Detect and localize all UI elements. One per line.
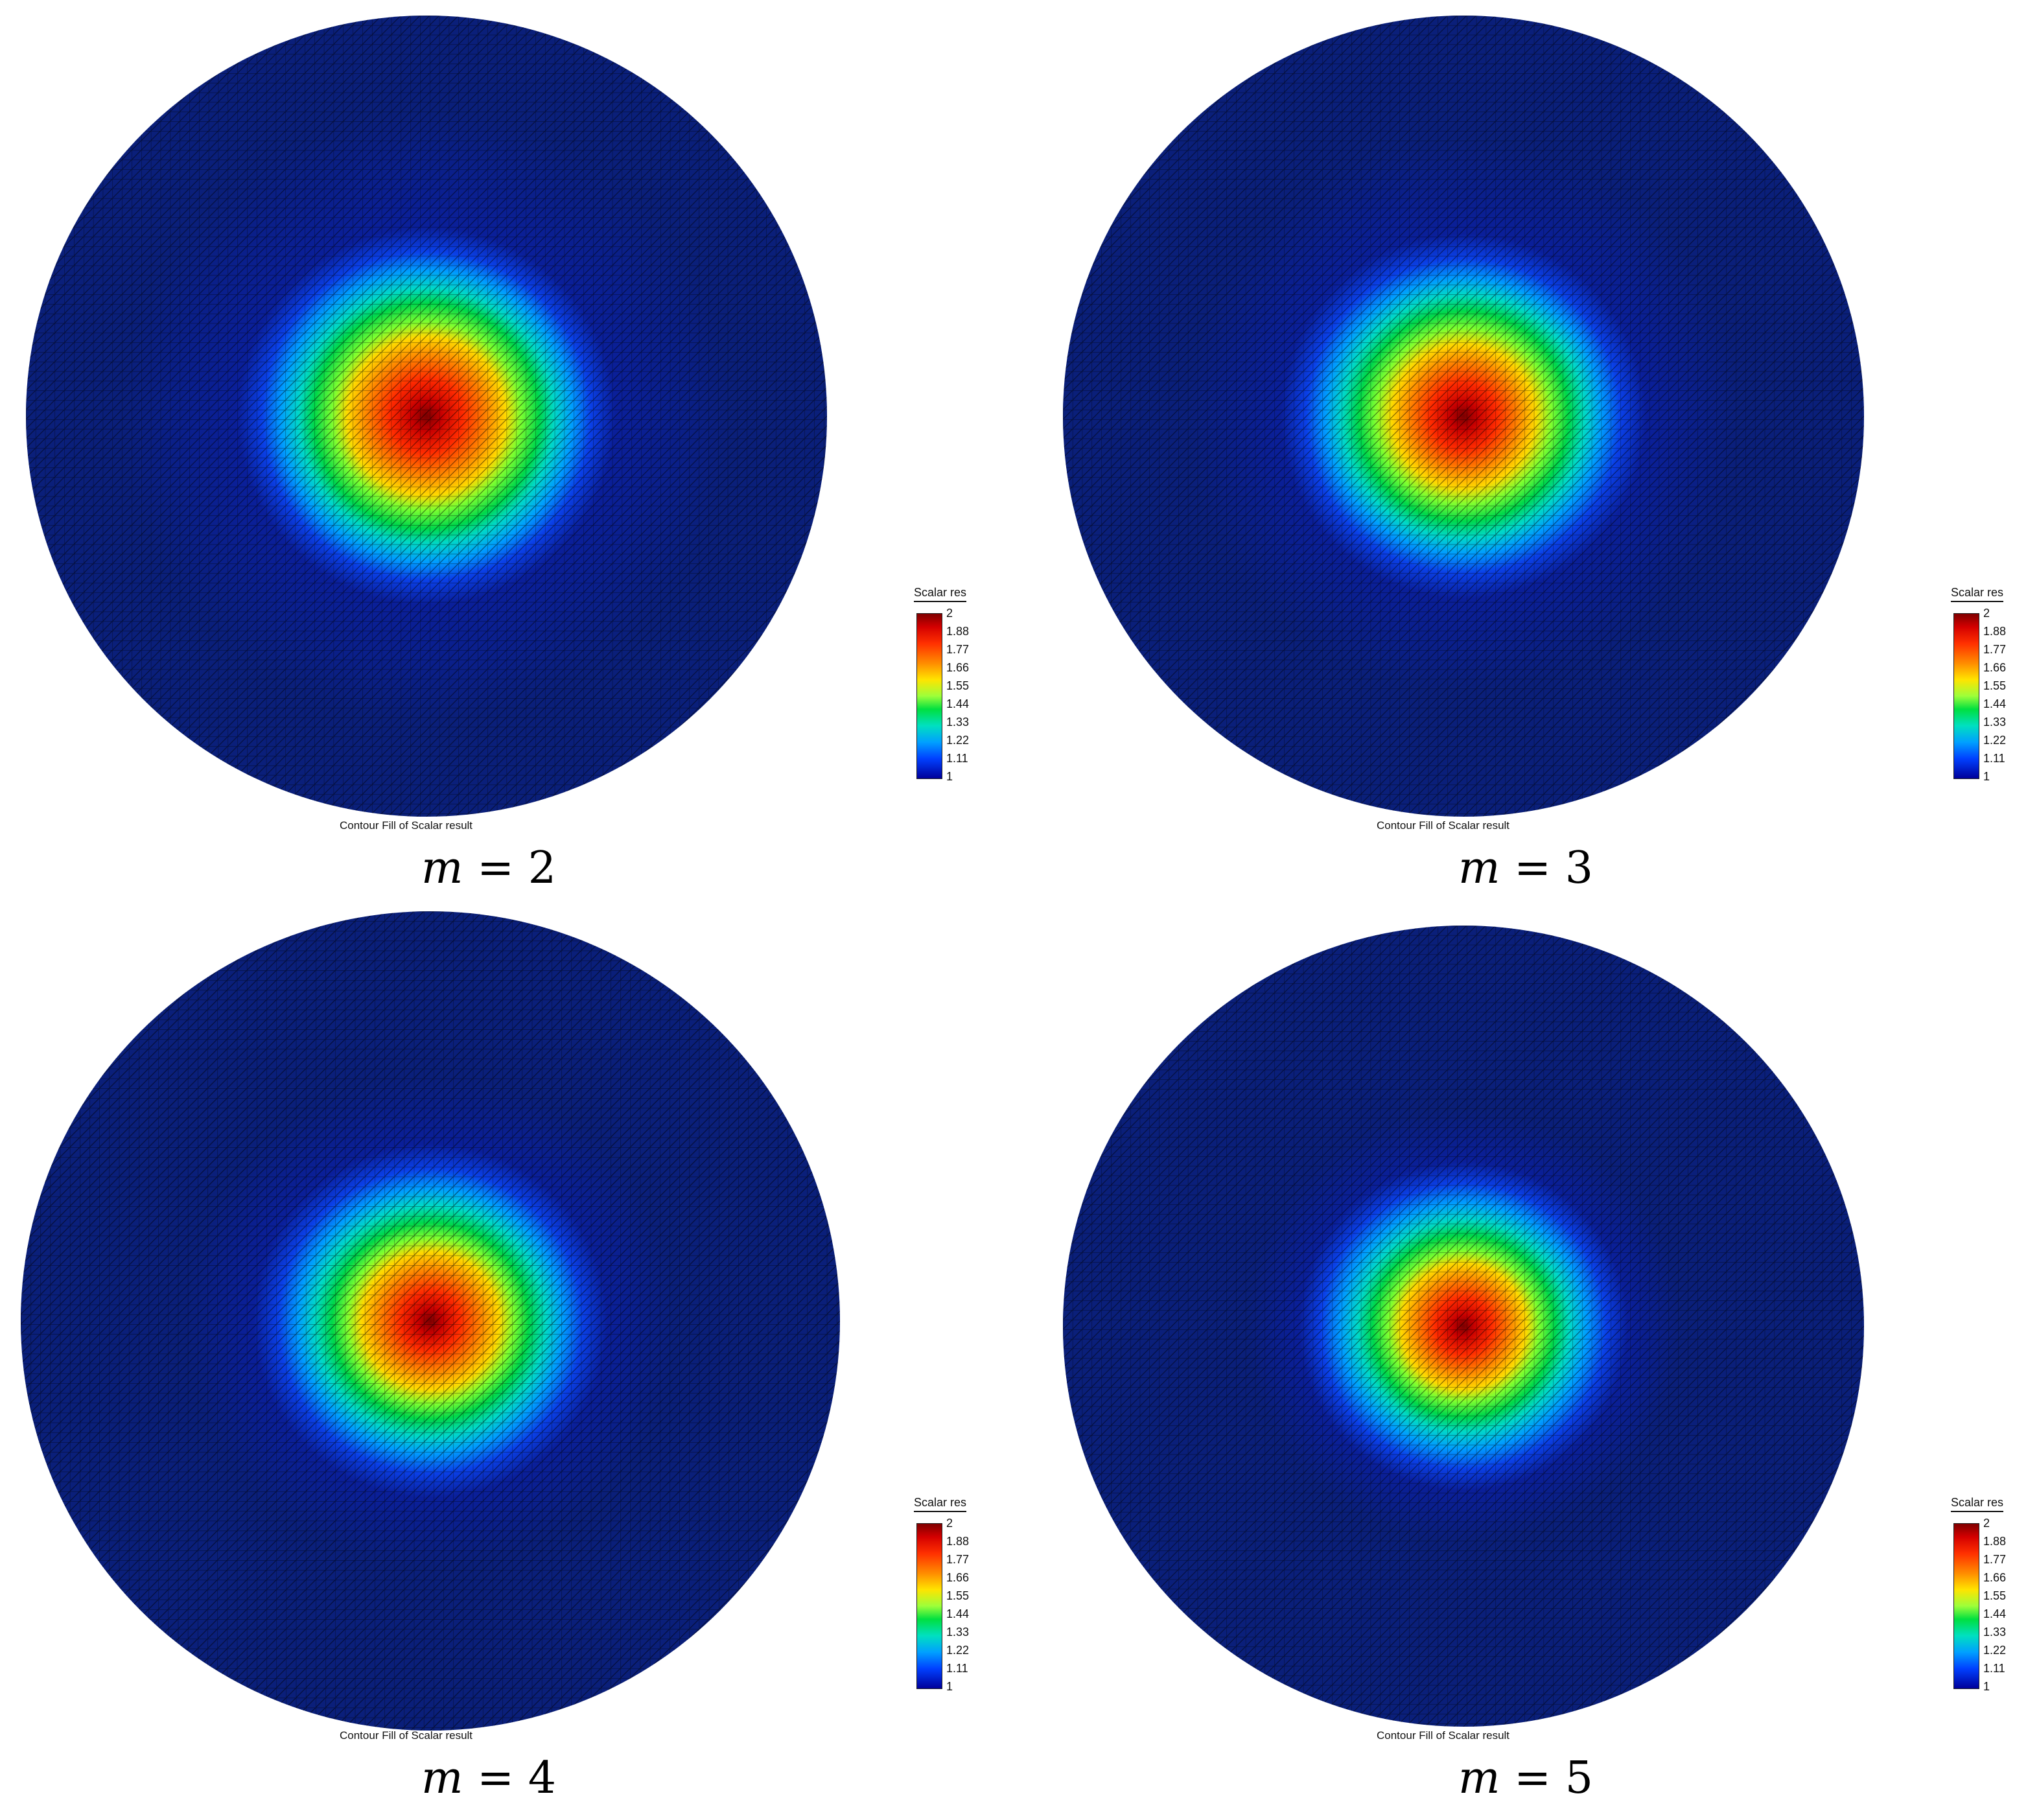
colorbar-label: 2 (946, 1517, 953, 1530)
colorbar-label: 1.88 (1983, 1535, 2007, 1548)
contour-plot (1063, 926, 1864, 1727)
colorbar-label: 1.66 (946, 661, 970, 674)
contour-plot (1063, 16, 1864, 817)
colorbar-label: 1.55 (1983, 679, 2007, 692)
colorbar-label: 1.88 (946, 1535, 970, 1548)
colorbar-gradient (1953, 1523, 1979, 1689)
colorbar-title: Scalar res (1951, 1496, 2004, 1512)
contour-plot (26, 16, 827, 817)
colorbar-gradient (916, 1523, 942, 1689)
colorbar-legend: Scalar res 2 1.88 1.77 1.66 1.55 1.44 1.… (1951, 586, 2022, 800)
panel-caption: m = 3 (1458, 843, 1593, 894)
colorbar-label: 1.66 (1983, 1571, 2007, 1584)
colorbar-legend: Scalar res 2 1.88 1.77 1.66 1.55 1.44 1.… (914, 1496, 985, 1710)
panel-m2: Scalar res 2 1.88 1.77 1.66 1.55 1.44 1.… (0, 0, 1020, 910)
panel-m5: Scalar res 2 1.88 1.77 1.66 1.55 1.44 1.… (1037, 910, 2039, 1820)
colorbar-label: 1.77 (1983, 643, 2007, 656)
colorbar-labels: 2 1.88 1.77 1.66 1.55 1.44 1.33 1.22 1.1… (1983, 607, 2022, 787)
plot-footer: Contour Fill of Scalar result (340, 819, 473, 830)
colorbar-label: 1.33 (946, 716, 970, 729)
colorbar-title: Scalar res (914, 586, 967, 602)
colorbar-labels: 2 1.88 1.77 1.66 1.55 1.44 1.33 1.22 1.1… (1983, 1517, 2022, 1697)
colorbar-label: 1.33 (1983, 1626, 2007, 1639)
panel-caption: m = 5 (1458, 1753, 1593, 1804)
colorbar-label: 1.11 (946, 752, 968, 765)
caption-variable: m (421, 1753, 463, 1804)
colorbar-label: 2 (1983, 1517, 1990, 1530)
colorbar-label: 1.77 (946, 643, 970, 656)
colorbar-label: 1.44 (946, 697, 970, 710)
colorbar-label: 1 (1983, 770, 1990, 783)
plot-footer: Contour Fill of Scalar result (1377, 819, 1510, 830)
colorbar-label: 1.33 (1983, 716, 2007, 729)
plot-footer: Contour Fill of Scalar result (340, 1729, 473, 1740)
colorbar-legend: Scalar res 2 1.88 1.77 1.66 1.55 1.44 1.… (1951, 1496, 2022, 1710)
colorbar-label: 2 (946, 607, 953, 620)
caption-value: = 5 (1500, 1753, 1593, 1804)
panel-caption: m = 4 (421, 1753, 556, 1804)
caption-value: = 4 (463, 1753, 556, 1804)
colorbar-label: 1.55 (946, 679, 970, 692)
colorbar-label: 1.22 (946, 1644, 970, 1657)
colorbar-label: 1.11 (1983, 752, 2005, 765)
colorbar-label: 1.22 (946, 734, 970, 747)
contour-disk (26, 16, 827, 817)
colorbar-label: 1 (1983, 1680, 1990, 1693)
colorbar-labels: 2 1.88 1.77 1.66 1.55 1.44 1.33 1.22 1.1… (946, 607, 985, 787)
contour-disk (21, 911, 840, 1731)
caption-variable: m (1458, 1753, 1500, 1804)
contour-plot (21, 911, 840, 1731)
colorbar-gradient (1953, 613, 1979, 779)
caption-variable: m (1458, 843, 1500, 894)
colorbar-label: 1.22 (1983, 1644, 2007, 1657)
colorbar-gradient (916, 613, 942, 779)
panel-caption: m = 2 (421, 843, 556, 894)
plot-footer: Contour Fill of Scalar result (1377, 1729, 1510, 1740)
colorbar-label: 1.22 (1983, 734, 2007, 747)
colorbar-label: 1 (946, 1680, 953, 1693)
colorbar-label: 1.88 (1983, 625, 2007, 638)
colorbar-label: 1 (946, 770, 953, 783)
colorbar-label: 1.77 (946, 1553, 970, 1566)
colorbar-label: 1.11 (946, 1662, 968, 1675)
colorbar-label: 1.44 (946, 1607, 970, 1620)
colorbar-label: 1.55 (946, 1589, 970, 1602)
colorbar-title: Scalar res (914, 1496, 967, 1512)
contour-disk (1063, 926, 1864, 1727)
colorbar-label: 1.44 (1983, 697, 2007, 710)
colorbar-label: 2 (1983, 607, 1990, 620)
contour-disk (1063, 16, 1864, 817)
colorbar-label: 1.66 (946, 1571, 970, 1584)
colorbar-label: 1.66 (1983, 661, 2007, 674)
colorbar-label: 1.77 (1983, 1553, 2007, 1566)
caption-value: = 2 (463, 843, 556, 894)
colorbar-label: 1.55 (1983, 1589, 2007, 1602)
colorbar-label: 1.44 (1983, 1607, 2007, 1620)
colorbar-labels: 2 1.88 1.77 1.66 1.55 1.44 1.33 1.22 1.1… (946, 1517, 985, 1697)
panel-m3: Scalar res 2 1.88 1.77 1.66 1.55 1.44 1.… (1037, 0, 2039, 910)
colorbar-label: 1.11 (1983, 1662, 2005, 1675)
caption-variable: m (421, 843, 463, 894)
caption-value: = 3 (1500, 843, 1593, 894)
colorbar-legend: Scalar res 2 1.88 1.77 1.66 1.55 1.44 1.… (914, 586, 985, 800)
colorbar-label: 1.88 (946, 625, 970, 638)
colorbar-label: 1.33 (946, 1626, 970, 1639)
panel-m4: Scalar res 2 1.88 1.77 1.66 1.55 1.44 1.… (0, 910, 1020, 1820)
colorbar-title: Scalar res (1951, 586, 2004, 602)
